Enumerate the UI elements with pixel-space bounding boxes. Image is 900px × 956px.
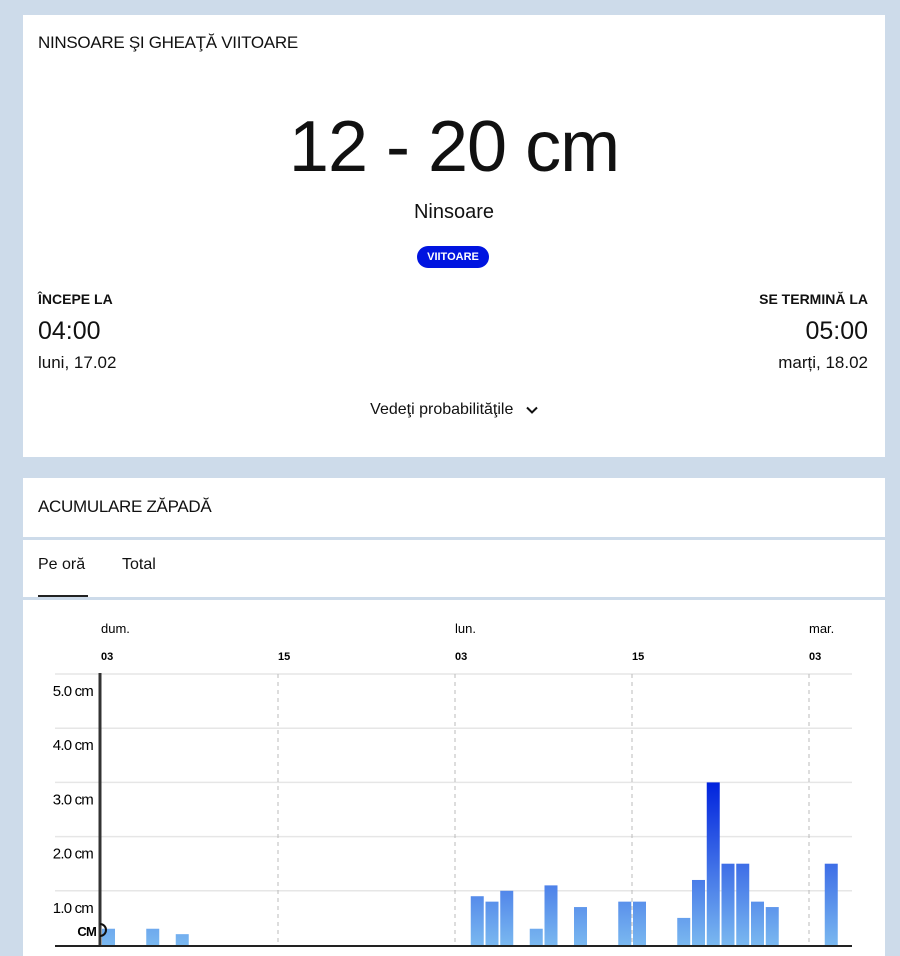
snow-accumulation-chart: 1.0 cm 2.0 cm 3.0 cm 4.0 cm 5.0 cm 03 15 03 15 03… [53,621,852,947]
bar [618,901,632,945]
current-time-marker-icon [99,923,107,937]
day-label: mar. [809,621,834,636]
bar [721,863,735,945]
card-title: NINSOARE ŞI GHEAŢĂ VIITOARE [38,33,298,52]
day-label: lun. [455,621,476,636]
card-title: ACUMULARE ZĂPADĂ [38,497,212,516]
bar [529,928,543,945]
active-tab-indicator [38,595,88,597]
start-time: 04:00 [38,317,101,345]
x-tick-label: 03 [809,651,821,663]
status-badge: VIITOARE [417,246,489,268]
start-date: luni, 17.02 [38,353,117,372]
snow-accumulation-header: ACUMULARE ZĂPADĂ [23,478,885,537]
y-tick-label: 2.0 cm [53,846,94,863]
now-label: CM [77,924,96,939]
bar [706,782,720,945]
tab-bar: Pe oră Total [23,540,885,597]
end-label: SE TERMINĂ LA [759,291,868,307]
y-tick-label: 4.0 cm [53,737,94,754]
bar [500,890,514,945]
bar [692,879,705,945]
chevron-down-icon [526,401,538,419]
bar [751,901,764,945]
x-tick-label: 03 [101,651,113,663]
end-time: 05:00 [805,317,868,345]
bar [736,863,750,945]
end-date: marți, 18.02 [778,353,868,372]
tab-total[interactable]: Total [122,556,156,573]
bar [765,907,779,945]
y-tick-label: 3.0 cm [53,791,94,808]
probabilities-link[interactable]: Vedeţi probabilităţile [23,401,885,419]
x-tick-label: 15 [278,651,290,663]
bar [102,928,115,945]
y-tick-label: 5.0 cm [53,683,94,700]
snow-ice-card: NINSOARE ŞI GHEAŢĂ VIITOARE 12 - 20 cm N… [23,15,885,457]
bar [677,917,691,945]
probabilities-label: Vedeţi probabilităţile [370,401,514,419]
tab-hourly[interactable]: Pe oră [38,556,86,573]
day-label: dum. [101,621,130,636]
bar [175,934,189,945]
x-tick-label: 15 [632,651,644,663]
bar [544,885,558,945]
bar [470,896,484,945]
precip-type: Ninsoare [413,201,495,223]
start-label: ÎNCEPE LA [38,291,113,307]
snow-amount: 12 - 20 cm [288,107,620,187]
bar [824,863,838,945]
x-tick-label: 03 [455,651,467,663]
bar [485,901,499,945]
y-tick-label: 1.0 cm [53,900,94,917]
bar [633,901,646,945]
bar [574,907,587,945]
bar [146,928,160,945]
